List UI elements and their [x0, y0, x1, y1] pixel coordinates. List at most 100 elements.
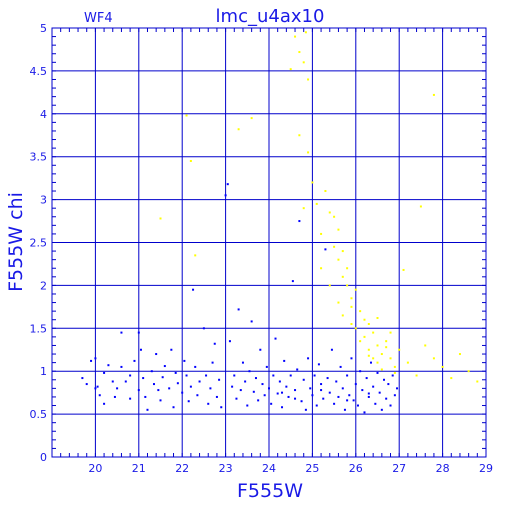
- data-point: [265, 365, 268, 368]
- data-point: [133, 359, 136, 362]
- data-point: [424, 344, 427, 347]
- data-point: [387, 383, 390, 386]
- data-point: [294, 397, 297, 400]
- data-point: [324, 190, 327, 193]
- data-point: [235, 397, 238, 400]
- data-point: [263, 394, 266, 397]
- data-point: [372, 357, 375, 360]
- data-point: [302, 378, 305, 381]
- data-point: [294, 35, 297, 38]
- data-point: [172, 406, 175, 409]
- data-point: [365, 377, 368, 380]
- data-point: [380, 368, 383, 371]
- data-point: [330, 348, 333, 351]
- data-point: [298, 220, 301, 223]
- data-point: [406, 361, 409, 364]
- data-point: [432, 357, 435, 360]
- data-point: [116, 387, 119, 390]
- data-point: [341, 250, 344, 253]
- data-point: [224, 194, 227, 197]
- data-point: [419, 205, 422, 208]
- grid-lines: [51, 27, 487, 458]
- y-tick-label: 2: [40, 279, 47, 292]
- data-point: [380, 408, 383, 411]
- data-point: [402, 268, 405, 271]
- data-point: [94, 387, 97, 390]
- data-point: [320, 383, 323, 386]
- data-point: [187, 400, 190, 403]
- data-point: [278, 380, 281, 383]
- data-point: [189, 385, 192, 388]
- data-point: [393, 394, 396, 397]
- data-point: [142, 377, 145, 380]
- data-point: [393, 365, 396, 368]
- x-tick-label: 22: [175, 462, 189, 475]
- data-point: [320, 267, 323, 270]
- data-point: [326, 377, 329, 380]
- data-point: [107, 364, 110, 367]
- data-point: [152, 383, 155, 386]
- data-point: [307, 78, 310, 81]
- data-point: [176, 382, 179, 385]
- data-point: [244, 380, 247, 383]
- data-point: [268, 387, 270, 390]
- data-point: [307, 151, 310, 154]
- x-tick-label: 20: [88, 462, 102, 475]
- data-point: [367, 392, 370, 395]
- data-point: [376, 361, 379, 364]
- data-point: [274, 337, 277, 340]
- y-axis-label: F555W chi: [5, 192, 27, 292]
- data-point: [367, 323, 370, 326]
- data-point: [120, 365, 123, 368]
- data-point: [376, 371, 379, 374]
- data-point: [250, 320, 253, 323]
- y-tick-label: 2.5: [30, 237, 48, 250]
- y-tick-label: 0: [40, 451, 47, 464]
- x-tick-label: 23: [219, 462, 233, 475]
- data-point: [81, 377, 84, 380]
- data-point: [215, 395, 218, 398]
- data-point: [281, 391, 284, 394]
- data-point: [205, 374, 208, 377]
- data-point: [237, 308, 240, 311]
- data-point: [237, 128, 240, 131]
- data-point: [259, 348, 262, 351]
- data-point: [129, 374, 132, 377]
- data-point: [194, 365, 197, 368]
- data-point: [352, 399, 355, 402]
- data-point: [328, 284, 331, 287]
- data-point: [389, 331, 392, 334]
- data-point: [202, 327, 205, 330]
- data-point: [170, 348, 173, 351]
- data-point: [343, 408, 346, 411]
- data-point: [139, 348, 142, 351]
- data-point: [350, 305, 353, 308]
- data-point: [198, 380, 201, 383]
- data-point: [159, 399, 162, 402]
- x-tick-labels: 20 21 22 23 24 25 26 27 28 29: [88, 462, 493, 475]
- data-point: [315, 202, 318, 205]
- data-point: [146, 408, 149, 411]
- x-tick-label: 26: [349, 462, 363, 475]
- data-point: [369, 361, 372, 364]
- data-point: [415, 374, 418, 377]
- data-point: [241, 361, 244, 364]
- x-tick-label: 29: [479, 462, 493, 475]
- data-point: [348, 394, 351, 397]
- data-point: [363, 411, 366, 414]
- data-point: [376, 317, 379, 320]
- data-point: [398, 348, 401, 351]
- data-point: [350, 297, 353, 300]
- y-tick-label: 0.5: [30, 408, 48, 421]
- data-point: [363, 335, 366, 338]
- data-point: [346, 399, 349, 402]
- data-point: [309, 387, 312, 390]
- data-point: [209, 387, 212, 390]
- data-point: [476, 380, 479, 383]
- data-point: [98, 394, 101, 397]
- data-point: [391, 374, 394, 377]
- data-point: [85, 383, 88, 386]
- data-point: [220, 406, 223, 409]
- data-point: [458, 353, 461, 356]
